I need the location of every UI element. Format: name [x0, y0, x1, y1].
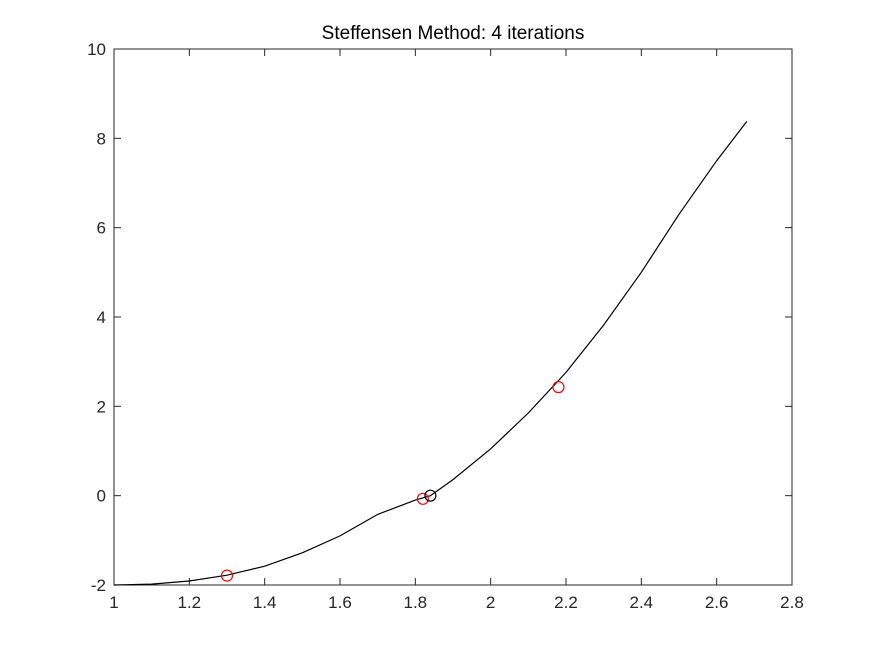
chart-title: Steffensen Method: 4 iterations: [322, 23, 585, 44]
y-tick-label: 8: [97, 129, 106, 148]
iteration-marker: [416, 492, 429, 505]
y-tick-label: 2: [97, 397, 106, 416]
y-tick-label: 0: [97, 487, 106, 506]
y-tick-label: 4: [97, 308, 106, 327]
x-tick-label: 2.8: [780, 593, 804, 612]
x-tick-label: 1.2: [178, 593, 202, 612]
x-tick-label: 1.4: [253, 593, 277, 612]
root-marker: [424, 489, 437, 502]
x-tick-label: 1.8: [404, 593, 428, 612]
iteration-marker: [552, 381, 565, 394]
y-tick-label: -2: [91, 576, 106, 595]
x-tick-label: 1.6: [328, 593, 352, 612]
x-tick-label: 2.2: [554, 593, 578, 612]
iteration-marker: [220, 569, 234, 582]
x-tick-label: 1: [109, 593, 118, 612]
y-tick-label: 6: [97, 219, 106, 238]
plot-area: [113, 48, 793, 586]
plot-series: [113, 121, 748, 586]
x-tick-label: 2.6: [705, 593, 729, 612]
x-tick-label: 2.4: [630, 593, 654, 612]
x-tick-label: 2: [486, 593, 495, 612]
function-curve: [113, 121, 748, 586]
y-tick-label: 10: [87, 40, 106, 59]
axis-ticks: 1 1.2 1.4 1.6 1.8 2 2.2 2.4 2.6 2.8 -2 0 2 4 6 8 10: [87, 40, 804, 612]
